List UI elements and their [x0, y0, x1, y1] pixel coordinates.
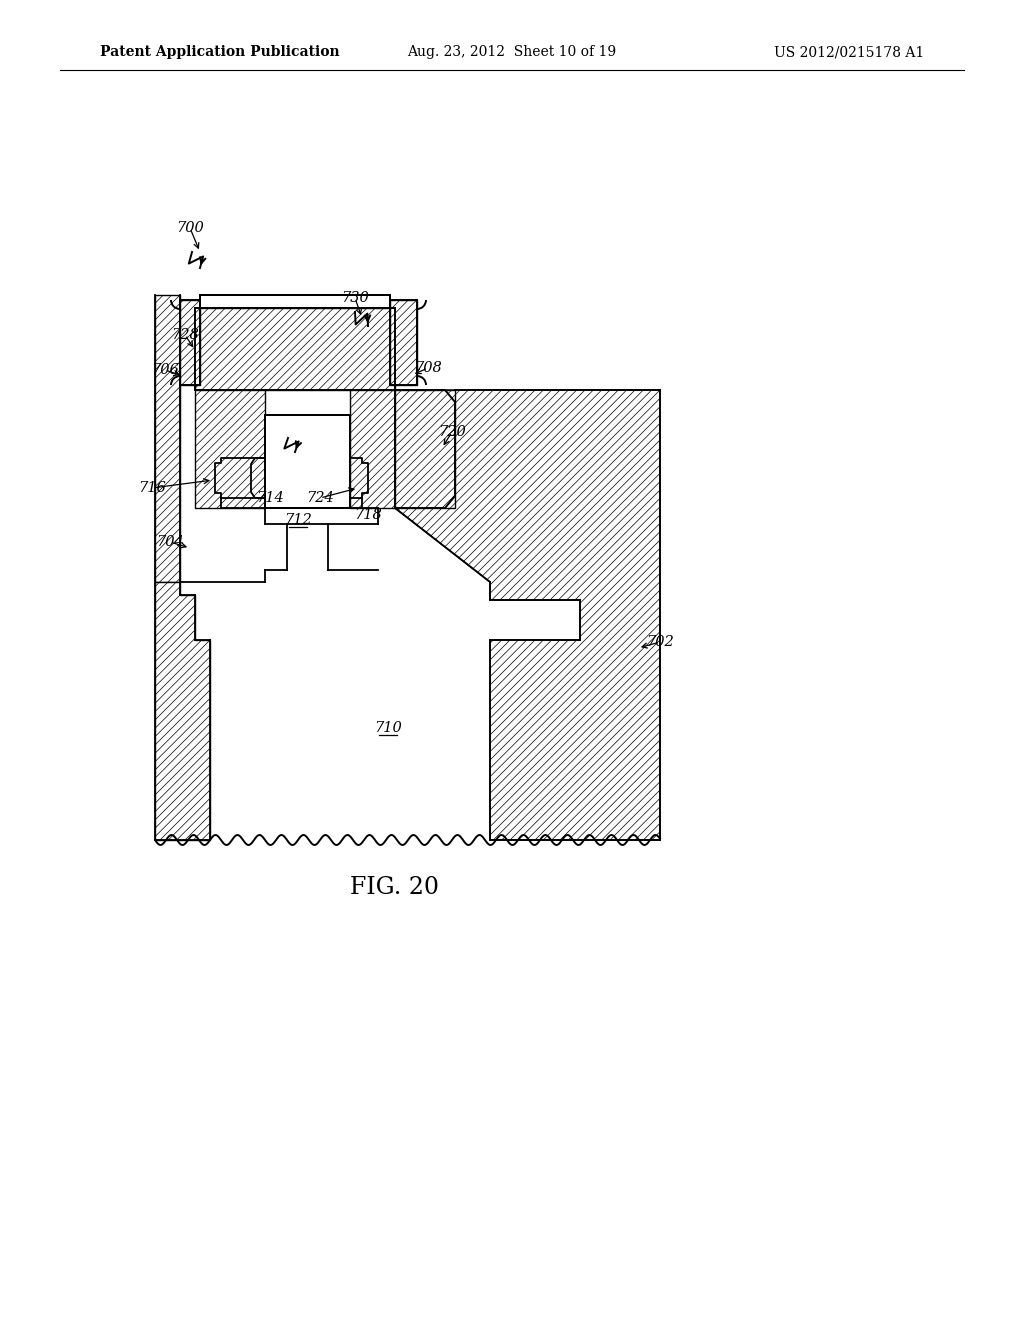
Polygon shape	[180, 300, 200, 385]
Polygon shape	[390, 300, 417, 385]
Text: 720: 720	[438, 425, 466, 440]
Polygon shape	[350, 389, 395, 508]
Polygon shape	[195, 308, 395, 389]
Polygon shape	[395, 389, 455, 508]
Polygon shape	[265, 414, 350, 508]
Text: 700: 700	[176, 220, 204, 235]
Text: 708: 708	[414, 360, 442, 375]
Polygon shape	[395, 389, 660, 840]
Text: US 2012/0215178 A1: US 2012/0215178 A1	[774, 45, 924, 59]
Text: 710: 710	[374, 721, 401, 735]
Text: 706: 706	[152, 363, 179, 378]
Polygon shape	[155, 582, 210, 840]
Text: 714: 714	[256, 491, 284, 506]
Polygon shape	[200, 294, 390, 308]
Text: 724: 724	[306, 491, 334, 506]
Text: 712: 712	[284, 513, 312, 527]
Text: 716: 716	[138, 480, 166, 495]
Text: 728: 728	[171, 327, 199, 342]
Text: 718: 718	[354, 508, 382, 521]
Text: Patent Application Publication: Patent Application Publication	[100, 45, 340, 59]
Text: 704: 704	[156, 535, 184, 549]
Polygon shape	[155, 294, 180, 582]
Text: 702: 702	[646, 635, 674, 649]
Text: 730: 730	[341, 290, 369, 305]
Polygon shape	[215, 298, 375, 305]
Text: FIG. 20: FIG. 20	[350, 876, 439, 899]
Polygon shape	[195, 389, 265, 508]
Text: Aug. 23, 2012  Sheet 10 of 19: Aug. 23, 2012 Sheet 10 of 19	[408, 45, 616, 59]
